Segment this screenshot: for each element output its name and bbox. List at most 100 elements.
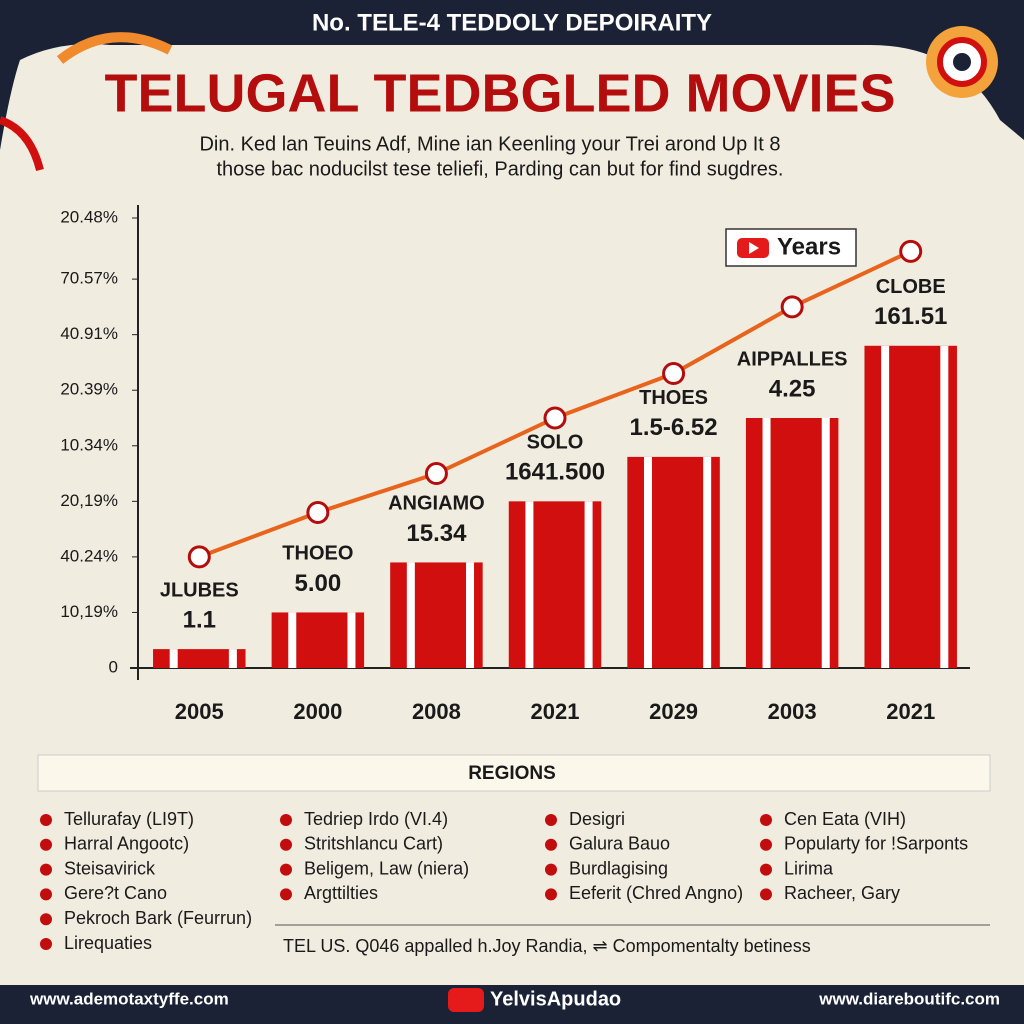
line-point: [543, 406, 567, 430]
y-tick-label: 70.57%: [60, 269, 118, 288]
bar-label-name: CLOBE: [876, 276, 946, 298]
region-dot: [760, 814, 772, 826]
regions-banner: [37, 754, 991, 792]
line-point: [780, 295, 804, 319]
region-dot: [760, 838, 772, 851]
region-item: Desigri: [569, 809, 625, 829]
region-dot: [40, 888, 52, 901]
region-dot: [760, 863, 772, 876]
region-dot: [545, 888, 557, 901]
x-tick-label: 2021: [886, 699, 935, 724]
region-item: Galura Bauo: [569, 834, 670, 854]
subtitle: Din. Ked lan Teuins Adf, Mine ian Keenli…: [199, 133, 780, 155]
bar-label-name: AIPPALLES: [737, 348, 848, 370]
region-dot: [280, 863, 292, 876]
region-dot: [40, 838, 52, 851]
bar-stripe: [347, 612, 356, 668]
regions-title: REGIONS: [468, 763, 556, 784]
bar-label-value: 4.25: [769, 375, 816, 402]
region-dot: [40, 938, 52, 950]
line-point: [424, 462, 448, 486]
bar-stripe: [643, 456, 652, 668]
badge-icon: [953, 53, 971, 71]
legend-icon: [749, 242, 759, 254]
x-tick-label: 2005: [175, 699, 224, 724]
y-tick-label: 0: [109, 657, 118, 676]
bar-stripe: [881, 345, 890, 668]
footer-bar: [0, 985, 1024, 1024]
region-item: Argttilties: [304, 883, 378, 903]
bar-label-value: 1.5-6.52: [630, 414, 718, 441]
footer-icon: [448, 988, 484, 1012]
bar-stripe: [288, 612, 297, 668]
subtitle: those bac noducilst tese teliefi, Pardin…: [216, 158, 783, 180]
region-item: Steisavirick: [64, 858, 156, 878]
x-tick-label: 2029: [649, 699, 698, 724]
bar-label-name: JLUBES: [160, 579, 239, 601]
x-tick-label: 2008: [412, 699, 461, 724]
x-tick-label: 2000: [293, 699, 342, 724]
region-item: Eeferit (Chred Angno): [569, 883, 743, 903]
bar-label-name: ANGIAMO: [388, 493, 485, 515]
region-dot: [545, 814, 557, 826]
bar-stripe: [821, 418, 830, 668]
region-dot: [280, 888, 292, 901]
footer-left: www.ademotaxtyffe.com: [29, 989, 229, 1008]
line-point: [662, 362, 686, 386]
bar-stripe: [940, 345, 949, 668]
region-dot: [280, 814, 292, 826]
region-dot: [545, 838, 557, 851]
bar-stripe: [762, 418, 771, 668]
region-dot: [40, 814, 52, 826]
x-tick-label: 2021: [531, 699, 580, 724]
region-item: Lirequaties: [64, 933, 152, 953]
y-tick-label: 20.39%: [60, 380, 118, 399]
bar-stripe: [406, 562, 415, 668]
region-item: Lirima: [784, 858, 834, 878]
region-item: Harral Angootc): [64, 834, 189, 854]
region-item: Tedriep Irdo (VI.4): [304, 809, 448, 829]
y-tick-label: 40.91%: [60, 324, 118, 343]
y-tick-label: 10.34%: [60, 435, 118, 454]
legend-label: Years: [777, 233, 841, 260]
bar-stripe: [228, 649, 237, 668]
line-point: [899, 239, 923, 263]
bar-label-name: SOLO: [527, 432, 584, 454]
y-tick-label: 20,19%: [60, 491, 118, 510]
region-item: Pekroch Bark (Feurrun): [64, 908, 252, 928]
region-item: Beligem, Law (niera): [304, 858, 469, 878]
line-point: [187, 545, 211, 569]
regions-note: TEL US. Q046 appalled h.Joy Randia, ⇌ Co…: [283, 936, 811, 956]
chart-title: TELUGAL TEDBGLED MOVIES: [104, 63, 895, 123]
bar-label-value: 1641.500: [505, 459, 605, 486]
bar-stripe: [703, 456, 712, 668]
bar-label-name: THOEO: [282, 543, 353, 565]
bar-label-value: 15.34: [406, 520, 467, 547]
bar-label-value: 1.1: [183, 606, 216, 633]
y-tick-label: 20.48%: [60, 207, 118, 226]
region-item: Racheer, Gary: [784, 883, 900, 903]
region-dot: [40, 913, 52, 926]
bar-stripe: [525, 501, 534, 668]
region-item: Cen Eata (VIH): [784, 809, 906, 829]
decoration: [56, 32, 173, 64]
region-dot: [760, 888, 772, 901]
header: No. TELE-4 TEDDOLY DEPOIRAITY: [312, 9, 712, 36]
region-item: Popularty for !Sarponts: [784, 834, 968, 854]
decoration: [0, 116, 44, 172]
x-tick-label: 2003: [768, 699, 817, 724]
y-tick-label: 10,19%: [60, 602, 118, 621]
region-dot: [40, 863, 52, 876]
region-item: Burdlagising: [569, 858, 668, 878]
region-dot: [545, 863, 557, 876]
bar-stripe: [169, 649, 178, 668]
footer-right: www.diareboutifc.com: [818, 989, 1000, 1008]
bar-label-value: 161.51: [874, 303, 947, 330]
region-item: Tellurafay (LI9T): [64, 809, 194, 829]
bar-label-value: 5.00: [294, 570, 341, 597]
legend: Years: [725, 228, 857, 267]
region-item: Stritshlancu Cart): [304, 834, 443, 854]
footer-center: YelvisApudao: [490, 988, 621, 1010]
y-tick-label: 40.24%: [60, 546, 118, 565]
